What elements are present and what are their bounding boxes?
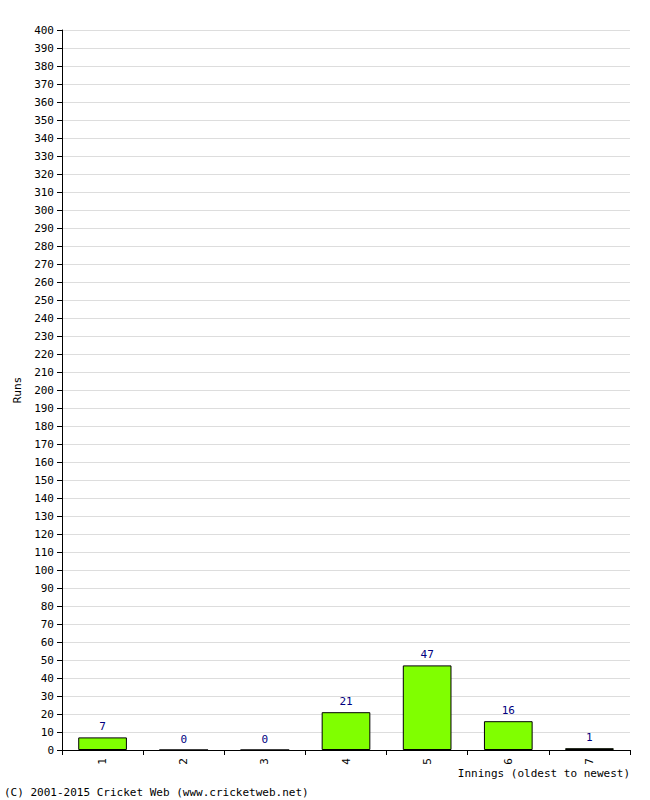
svg-text:6: 6 bbox=[502, 758, 515, 765]
svg-text:400: 400 bbox=[34, 24, 54, 37]
svg-text:250: 250 bbox=[34, 294, 54, 307]
svg-text:160: 160 bbox=[34, 456, 54, 469]
svg-text:3: 3 bbox=[258, 758, 271, 765]
svg-text:1: 1 bbox=[586, 731, 593, 744]
svg-text:320: 320 bbox=[34, 168, 54, 181]
svg-text:210: 210 bbox=[34, 366, 54, 379]
svg-text:130: 130 bbox=[34, 510, 54, 523]
svg-text:220: 220 bbox=[34, 348, 54, 361]
svg-text:360: 360 bbox=[34, 96, 54, 109]
svg-text:370: 370 bbox=[34, 78, 54, 91]
svg-text:(C) 2001-2015 Cricket Web (www: (C) 2001-2015 Cricket Web (www.cricketwe… bbox=[4, 786, 309, 799]
svg-text:240: 240 bbox=[34, 312, 54, 325]
svg-text:190: 190 bbox=[34, 402, 54, 415]
svg-text:Innings (oldest to newest): Innings (oldest to newest) bbox=[458, 767, 630, 780]
svg-text:20: 20 bbox=[41, 708, 54, 721]
svg-text:290: 290 bbox=[34, 222, 54, 235]
svg-text:100: 100 bbox=[34, 564, 54, 577]
svg-text:0: 0 bbox=[47, 744, 54, 757]
svg-text:230: 230 bbox=[34, 330, 54, 343]
svg-text:170: 170 bbox=[34, 438, 54, 451]
svg-text:300: 300 bbox=[34, 204, 54, 217]
svg-text:40: 40 bbox=[41, 672, 54, 685]
svg-text:7: 7 bbox=[99, 720, 106, 733]
svg-text:260: 260 bbox=[34, 276, 54, 289]
svg-text:140: 140 bbox=[34, 492, 54, 505]
svg-text:47: 47 bbox=[421, 648, 434, 661]
svg-text:21: 21 bbox=[339, 695, 352, 708]
svg-text:4: 4 bbox=[340, 758, 353, 765]
svg-text:10: 10 bbox=[41, 726, 54, 739]
svg-text:200: 200 bbox=[34, 384, 54, 397]
svg-text:310: 310 bbox=[34, 186, 54, 199]
svg-text:330: 330 bbox=[34, 150, 54, 163]
svg-text:180: 180 bbox=[34, 420, 54, 433]
svg-text:380: 380 bbox=[34, 60, 54, 73]
svg-text:110: 110 bbox=[34, 546, 54, 559]
svg-text:Runs: Runs bbox=[11, 377, 24, 404]
svg-text:150: 150 bbox=[34, 474, 54, 487]
svg-text:270: 270 bbox=[34, 258, 54, 271]
svg-text:120: 120 bbox=[34, 528, 54, 541]
svg-text:90: 90 bbox=[41, 582, 54, 595]
svg-text:80: 80 bbox=[41, 600, 54, 613]
svg-text:390: 390 bbox=[34, 42, 54, 55]
svg-text:7: 7 bbox=[583, 758, 596, 765]
svg-text:16: 16 bbox=[502, 704, 515, 717]
svg-text:5: 5 bbox=[421, 758, 434, 765]
svg-text:2: 2 bbox=[177, 758, 190, 765]
svg-text:60: 60 bbox=[41, 636, 54, 649]
svg-text:280: 280 bbox=[34, 240, 54, 253]
svg-text:30: 30 bbox=[41, 690, 54, 703]
svg-text:0: 0 bbox=[262, 733, 269, 746]
svg-text:70: 70 bbox=[41, 618, 54, 631]
svg-text:50: 50 bbox=[41, 654, 54, 667]
svg-text:350: 350 bbox=[34, 114, 54, 127]
svg-text:0: 0 bbox=[180, 733, 187, 746]
svg-text:1: 1 bbox=[96, 758, 109, 765]
svg-text:340: 340 bbox=[34, 132, 54, 145]
